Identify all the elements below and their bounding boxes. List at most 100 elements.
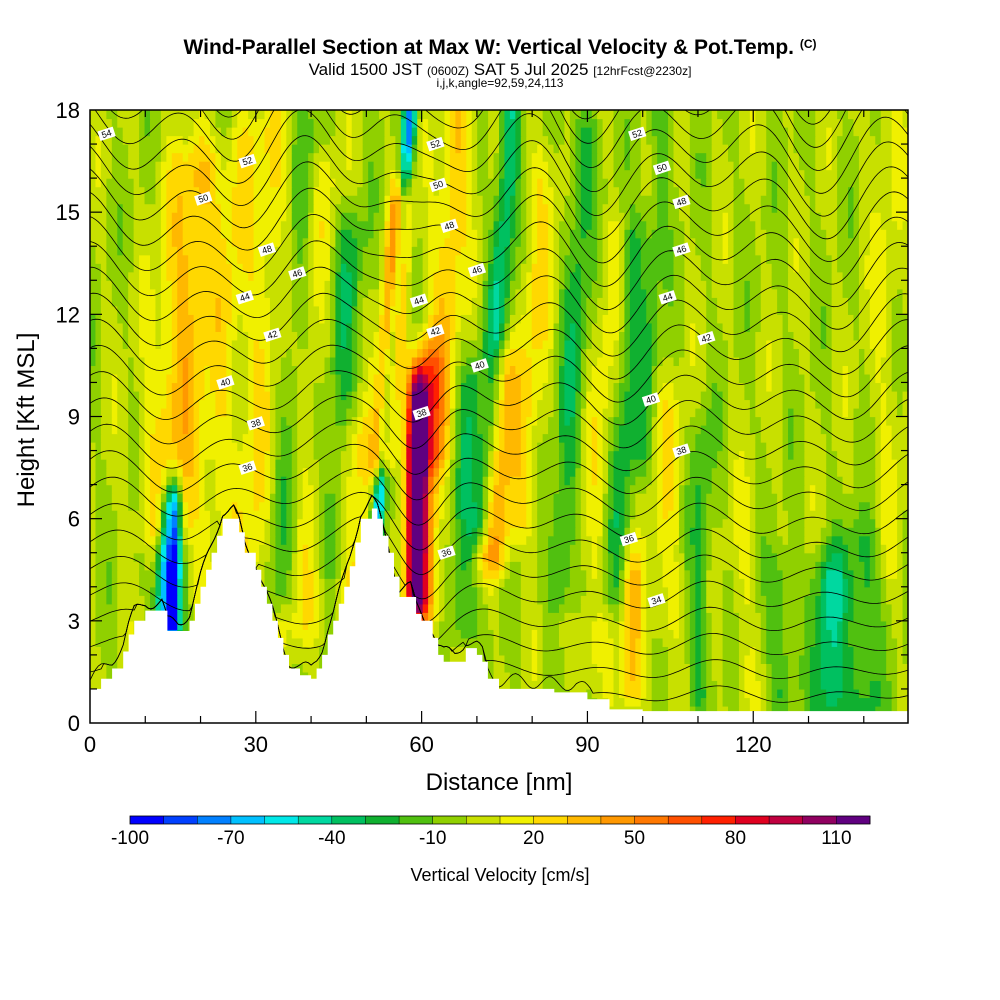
velocity-cell <box>128 399 140 409</box>
velocity-cell <box>608 561 615 571</box>
velocity-cell <box>384 467 391 477</box>
velocity-cell <box>591 416 598 426</box>
velocity-cell <box>95 603 118 613</box>
velocity-cell <box>313 484 320 494</box>
velocity-cell <box>493 646 500 656</box>
velocity-cell <box>477 612 489 622</box>
velocity-cell <box>269 416 277 426</box>
velocity-cell <box>449 510 456 520</box>
velocity-cell <box>880 595 887 605</box>
velocity-cell <box>357 450 369 460</box>
velocity-cell <box>144 390 167 401</box>
velocity-cell <box>504 314 511 324</box>
velocity-cell <box>755 595 767 605</box>
velocity-cell <box>433 365 440 375</box>
velocity-cell <box>722 237 729 247</box>
velocity-cell <box>439 254 456 264</box>
velocity-cell <box>291 510 298 520</box>
velocity-cell <box>684 288 707 298</box>
velocity-cell <box>564 586 587 596</box>
velocity-cell <box>215 501 233 511</box>
velocity-cell <box>766 646 784 656</box>
velocity-cell <box>591 331 604 341</box>
velocity-cell <box>477 561 484 571</box>
velocity-cell <box>111 586 118 596</box>
velocity-cell <box>177 493 184 503</box>
velocity-cell <box>657 467 664 477</box>
velocity-cell <box>804 535 822 545</box>
velocity-cell <box>509 263 516 273</box>
velocity-cell <box>602 493 609 503</box>
velocity-cell <box>144 493 151 503</box>
velocity-cell <box>199 501 206 511</box>
velocity-cell <box>728 433 756 443</box>
velocity-cell <box>700 654 707 665</box>
velocity-cell <box>308 263 315 273</box>
velocity-cell <box>422 331 429 341</box>
velocity-cell <box>319 612 326 622</box>
velocity-cell <box>444 416 451 426</box>
velocity-cell <box>771 544 805 554</box>
velocity-cell <box>117 561 140 571</box>
velocity-cell <box>526 305 533 315</box>
velocity-cell <box>608 382 615 392</box>
velocity-cell <box>324 569 336 579</box>
velocity-cell <box>275 569 287 579</box>
velocity-cell <box>733 305 745 315</box>
velocity-cell <box>782 612 805 622</box>
velocity-cell <box>869 237 887 247</box>
velocity-cell <box>608 416 615 426</box>
velocity-cell <box>428 595 435 605</box>
velocity-cell <box>308 552 315 562</box>
velocity-cell <box>269 407 277 418</box>
velocity-cell <box>640 697 653 707</box>
velocity-cell <box>608 373 620 384</box>
velocity-cell <box>624 612 631 622</box>
velocity-cell <box>842 612 855 622</box>
velocity-cell <box>706 178 713 188</box>
velocity-cell <box>329 297 336 307</box>
velocity-cell <box>389 203 396 213</box>
velocity-cell <box>422 254 429 264</box>
velocity-cell <box>542 646 566 656</box>
velocity-cell <box>575 186 582 196</box>
velocity-cell <box>689 612 696 622</box>
velocity-cell <box>749 552 756 562</box>
velocity-cell <box>504 322 511 332</box>
velocity-cell <box>160 186 167 196</box>
velocity-cell <box>640 263 675 273</box>
velocity-cell <box>531 459 538 469</box>
velocity-cell <box>259 552 271 562</box>
velocity-cell <box>275 518 282 528</box>
velocity-cell <box>640 629 647 639</box>
velocity-cell <box>177 578 184 588</box>
velocity-cell <box>368 501 375 511</box>
velocity-cell <box>858 195 893 205</box>
velocity-cell <box>564 399 576 409</box>
velocity-cell <box>433 646 451 656</box>
velocity-cell <box>657 220 669 230</box>
velocity-cell <box>520 612 544 622</box>
velocity-cell <box>504 442 522 452</box>
velocity-cell <box>177 510 184 520</box>
velocity-cell <box>428 390 435 401</box>
velocity-cell <box>220 314 233 324</box>
velocity-cell <box>798 246 811 256</box>
velocity-cell <box>248 365 255 375</box>
velocity-cell <box>586 476 593 486</box>
velocity-cell <box>897 476 908 486</box>
velocity-cell <box>558 399 566 409</box>
velocity-cell <box>155 305 162 315</box>
velocity-cell <box>291 578 298 588</box>
velocity-cell <box>297 442 315 452</box>
velocity-cell <box>657 527 680 537</box>
velocity-cell <box>788 407 795 418</box>
velocity-cell <box>449 535 456 545</box>
velocity-cell <box>651 425 658 435</box>
velocity-cell <box>128 373 135 384</box>
velocity-cell <box>411 390 429 401</box>
velocity-cell <box>379 271 386 281</box>
velocity-cell <box>166 212 173 222</box>
velocity-cell <box>831 629 838 639</box>
velocity-cell <box>253 271 266 281</box>
